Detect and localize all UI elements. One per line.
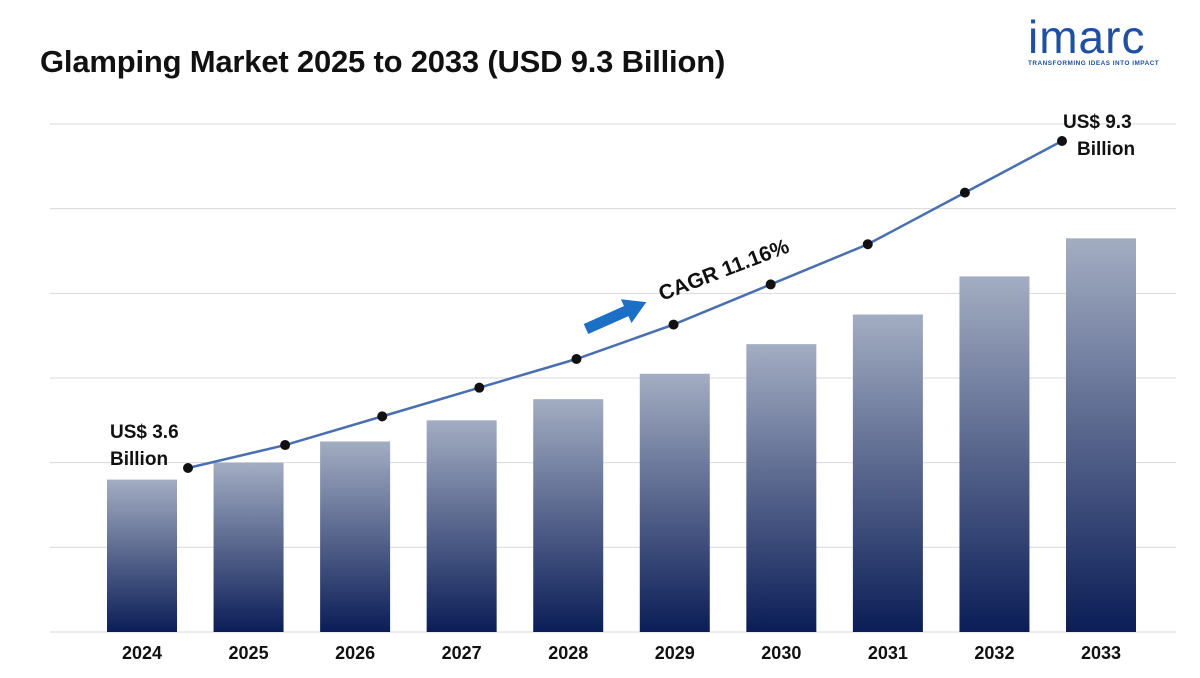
bar-2024: [107, 479, 177, 632]
bar-2031: [852, 314, 923, 632]
x-tick-label: 2030: [761, 643, 801, 663]
imarc-logo: imarc TRANSFORMING IDEAS INTO IMPACT: [1028, 14, 1184, 70]
logo-wordmark: imarc: [1028, 11, 1146, 63]
logo-tagline: TRANSFORMING IDEAS INTO IMPACT: [1028, 60, 1160, 67]
bar-2032: [959, 276, 1030, 632]
cagr-arrow-icon: [583, 299, 647, 335]
x-tick-label: 2026: [335, 643, 375, 663]
bars: [107, 238, 1136, 633]
trend-point-2024: [183, 463, 193, 473]
cagr-label: CAGR 11.16%: [656, 235, 793, 306]
trend-point-2032: [959, 187, 970, 198]
bar-2028: [533, 399, 604, 632]
trend-point-2033: [1057, 136, 1067, 146]
x-tick-label: 2031: [868, 643, 908, 663]
bar-2033: [1066, 238, 1136, 633]
trend-point-2028: [571, 354, 582, 364]
x-tick-label: 2029: [655, 643, 695, 663]
bar-2027: [426, 420, 497, 632]
bar-2025: [213, 462, 284, 632]
trend-point-2031: [862, 239, 873, 250]
end-annotation-line2: Billion: [1077, 139, 1135, 160]
trend-line-path: [187, 139, 1063, 470]
trend-point-2025: [280, 440, 291, 451]
x-tick-label: 2024: [122, 643, 162, 663]
x-tick-label: 2025: [229, 643, 269, 663]
x-tick-label: 2033: [1081, 643, 1121, 663]
trend-point-2026: [377, 411, 388, 422]
end-annotation: US$ 9.3 Billion: [1063, 112, 1135, 160]
x-tick-label: 2032: [974, 643, 1014, 663]
chart-title: Glamping Market 2025 to 2033 (USD 9.3 Bi…: [40, 44, 726, 79]
trend-point-2029: [668, 319, 679, 330]
start-annotation-line1: US$ 3.6: [110, 422, 179, 443]
x-tick-label: 2027: [442, 643, 482, 663]
start-annotation: US$ 3.6 Billion: [110, 422, 179, 470]
trend-point-2027: [474, 382, 485, 393]
x-axis-ticks: 2024 2025 2026 2027 2028 2029 2030 2031 2032 2033: [122, 643, 1121, 663]
trend-line: [183, 136, 1067, 473]
bar-2030: [746, 344, 817, 632]
bar-2029: [639, 373, 710, 632]
bar-2026: [320, 441, 391, 632]
x-tick-label: 2028: [548, 643, 588, 663]
end-annotation-line1: US$ 9.3: [1063, 112, 1132, 133]
start-annotation-line2: Billion: [110, 449, 168, 470]
trend-point-2030: [765, 279, 776, 290]
